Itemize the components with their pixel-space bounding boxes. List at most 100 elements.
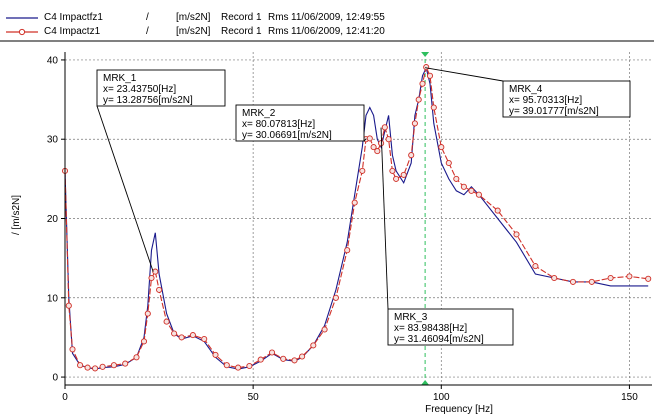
data-point bbox=[163, 318, 170, 325]
y-axis-label: / [m/s2N] bbox=[11, 195, 22, 235]
chart-axes: 0 10 20 30 40 0 50 100 150 bbox=[47, 52, 652, 403]
data-point bbox=[411, 120, 418, 127]
marker-y-value: y= 31.46094[m/s2N] bbox=[394, 334, 484, 345]
data-point bbox=[374, 148, 381, 155]
marker-label: MRK_1 bbox=[103, 73, 137, 84]
data-point bbox=[366, 135, 373, 142]
data-point bbox=[99, 363, 106, 370]
legend-name: C4 Impactfz1 bbox=[44, 12, 103, 23]
series-layer bbox=[61, 64, 652, 372]
data-point bbox=[280, 355, 287, 362]
data-point bbox=[268, 349, 276, 356]
data-point bbox=[310, 342, 317, 349]
data-point bbox=[468, 187, 475, 194]
legend-kind: Rms bbox=[268, 26, 289, 37]
data-point bbox=[359, 167, 366, 174]
marker-x-value: x= 83.98438[Hz] bbox=[394, 323, 467, 334]
data-point bbox=[332, 294, 339, 301]
data-point bbox=[84, 364, 91, 371]
data-point bbox=[201, 335, 208, 343]
marker-annotations: MRK_1x= 23.43750[Hz]y= 13.28756[m/s2N] MR… bbox=[96, 67, 631, 346]
y-tick-label: 40 bbox=[47, 55, 59, 66]
data-point bbox=[140, 338, 148, 345]
cursor-top-marker bbox=[421, 52, 430, 57]
data-point bbox=[453, 175, 460, 182]
data-point bbox=[77, 362, 84, 369]
legend-entry: C4 Impactfz1 / [m/s2N] Record 1 Rms 11/0… bbox=[0, 12, 654, 25]
legend-timestamp: 11/06/2009, 12:41:20 bbox=[291, 26, 385, 37]
legend-timestamp: 11/06/2009, 12:49:55 bbox=[291, 12, 385, 23]
data-point bbox=[351, 199, 358, 206]
data-point bbox=[110, 362, 117, 369]
marker-label: MRK_3 bbox=[394, 312, 428, 323]
data-point bbox=[415, 96, 422, 103]
marker-label: MRK_4 bbox=[509, 84, 543, 95]
marker-box bbox=[387, 308, 514, 346]
data-point bbox=[426, 72, 434, 79]
legend-unit: [m/s2N] bbox=[176, 26, 211, 37]
series-line bbox=[64, 66, 649, 370]
data-point bbox=[381, 124, 388, 131]
data-point bbox=[400, 171, 407, 178]
data-point bbox=[438, 144, 445, 151]
data-point bbox=[430, 104, 437, 111]
data-point bbox=[148, 274, 155, 282]
x-tick-label: 100 bbox=[433, 392, 450, 403]
data-point bbox=[607, 274, 614, 282]
legend-name: C4 Impactz1 bbox=[44, 26, 101, 37]
data-point bbox=[171, 330, 178, 337]
legend-header: C4 Impactfz1 / [m/s2N] Record 1 Rms 11/0… bbox=[0, 0, 654, 40]
data-point bbox=[133, 354, 140, 361]
x-tick-label: 150 bbox=[621, 392, 638, 403]
data-point bbox=[385, 136, 392, 143]
data-point bbox=[235, 364, 242, 371]
data-point bbox=[370, 144, 377, 151]
marker-label: MRK_2 bbox=[242, 108, 276, 119]
data-point bbox=[144, 310, 151, 317]
data-point bbox=[532, 263, 539, 270]
x-tick-label: 50 bbox=[248, 392, 260, 403]
data-point bbox=[419, 80, 426, 87]
legend-swatches bbox=[0, 17, 654, 42]
data-point bbox=[460, 183, 467, 190]
y-tick-label: 20 bbox=[47, 214, 59, 225]
data-point bbox=[178, 334, 185, 341]
data-point bbox=[212, 351, 219, 358]
legend-unit: [m/s2N] bbox=[176, 12, 211, 23]
legend-entry: C4 Impactz1 / [m/s2N] Record 1 Rms 11/06… bbox=[0, 26, 654, 39]
marker-box bbox=[96, 69, 226, 107]
data-point bbox=[65, 302, 72, 309]
data-point bbox=[475, 191, 482, 198]
data-point bbox=[393, 175, 400, 182]
data-point bbox=[344, 247, 351, 254]
legend-separator: / bbox=[146, 26, 149, 37]
data-point bbox=[299, 353, 306, 360]
data-point bbox=[291, 357, 298, 364]
cursor-line bbox=[421, 52, 430, 385]
marker-y-value: y= 13.28756[m/s2N] bbox=[103, 95, 193, 106]
marker-y-value: y= 39.01777[m/s2N] bbox=[509, 106, 599, 117]
data-point bbox=[92, 365, 99, 372]
data-point bbox=[513, 231, 520, 238]
data-point bbox=[645, 275, 652, 282]
marker-y-value: y= 30.06691[m/s2N] bbox=[242, 130, 332, 141]
data-point bbox=[69, 346, 76, 353]
marker-x-value: x= 80.07813[Hz] bbox=[242, 119, 315, 130]
marker-leader-line bbox=[380, 127, 389, 310]
legend-record: Record 1 bbox=[221, 12, 262, 23]
marker-box bbox=[502, 80, 631, 118]
legend-swatch-marker bbox=[18, 28, 26, 36]
y-tick-label: 10 bbox=[47, 293, 59, 304]
x-tick-label: 0 bbox=[62, 392, 68, 403]
data-point bbox=[257, 356, 264, 363]
data-point bbox=[494, 207, 501, 214]
data-point bbox=[189, 332, 196, 339]
marker-box bbox=[235, 104, 365, 142]
marker-leader-line bbox=[96, 105, 154, 272]
marker-x-value: x= 95.70313[Hz] bbox=[509, 95, 582, 106]
data-point bbox=[156, 286, 163, 293]
data-point bbox=[551, 274, 558, 282]
data-point bbox=[445, 159, 452, 167]
y-tick-label: 0 bbox=[52, 373, 58, 384]
